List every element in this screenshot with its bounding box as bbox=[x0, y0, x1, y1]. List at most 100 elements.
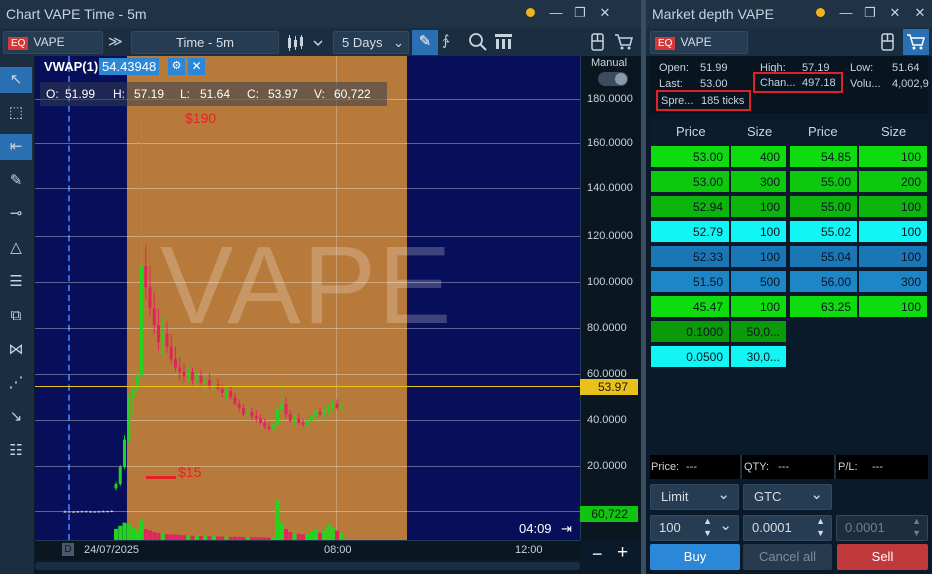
candle-body[interactable] bbox=[152, 308, 156, 326]
candle-body[interactable] bbox=[76, 511, 80, 513]
bid-price-cell[interactable]: 52.94 bbox=[650, 195, 730, 218]
bid-price-cell[interactable]: 52.79 bbox=[650, 220, 730, 243]
candle-body[interactable] bbox=[101, 511, 105, 513]
bid-price-cell[interactable]: 45.47 bbox=[650, 295, 730, 318]
minimize-icon[interactable]: — bbox=[549, 5, 563, 20]
candle-body[interactable] bbox=[305, 420, 309, 425]
select-area-tool-icon[interactable]: ⬚ bbox=[8, 104, 24, 121]
candle-body[interactable] bbox=[293, 418, 296, 421]
ask-size-cell[interactable]: 100 bbox=[858, 295, 928, 318]
candle-body[interactable] bbox=[322, 409, 326, 415]
ask-size-cell[interactable]: 100 bbox=[858, 220, 928, 243]
candle-body[interactable] bbox=[318, 412, 322, 415]
candle-body[interactable] bbox=[242, 407, 245, 415]
close-icon[interactable]: ✕ bbox=[599, 5, 611, 20]
indicator-settings-icon[interactable]: ⚙ bbox=[168, 58, 185, 75]
order-type-select[interactable]: Limit ⌄ bbox=[650, 484, 739, 510]
candle-body[interactable] bbox=[114, 484, 118, 489]
candle-body[interactable] bbox=[263, 422, 267, 427]
bid-price-cell[interactable]: 53.00 bbox=[650, 170, 730, 193]
close-icon[interactable]: ✕ bbox=[889, 5, 901, 20]
layout-icon[interactable] bbox=[493, 31, 515, 53]
candle-body[interactable] bbox=[123, 439, 126, 468]
ask-price-cell[interactable]: 63.25 bbox=[789, 295, 858, 318]
quantity-stepper[interactable]: 100 ▲ ▼ ⌄ bbox=[650, 515, 739, 541]
stepper-arrows-icon[interactable]: ▲ ▼ bbox=[703, 516, 712, 538]
restore-icon[interactable]: ❐ bbox=[574, 5, 586, 20]
candle-body[interactable] bbox=[131, 388, 135, 398]
pencil-lock-tool-icon[interactable]: ✎ bbox=[9, 172, 23, 189]
candle-body[interactable] bbox=[148, 287, 152, 309]
candle-body[interactable] bbox=[246, 412, 250, 415]
bid-size-cell[interactable]: 100 bbox=[730, 295, 787, 318]
chart-scrollbar[interactable] bbox=[35, 562, 580, 570]
candle-body[interactable] bbox=[339, 405, 343, 408]
candle-body[interactable] bbox=[229, 390, 233, 398]
ask-price-cell[interactable]: 55.00 bbox=[789, 195, 858, 218]
draw-pencil-icon[interactable]: ✎ bbox=[412, 30, 438, 55]
ask-price-cell[interactable]: 54.85 bbox=[789, 145, 858, 168]
candle-body[interactable] bbox=[161, 333, 165, 343]
ask-price-cell[interactable]: 55.00 bbox=[789, 170, 858, 193]
candle-body[interactable] bbox=[118, 467, 122, 485]
bid-size-cell[interactable]: 50,0... bbox=[730, 320, 787, 343]
zoom-in-button[interactable]: + bbox=[617, 542, 629, 563]
cursor-tool-icon[interactable]: ↖ bbox=[0, 67, 32, 93]
stepper-arrows-icon[interactable]: ▲ ▼ bbox=[816, 516, 825, 538]
bid-size-cell[interactable]: 100 bbox=[730, 245, 787, 268]
ask-price-cell[interactable]: 55.04 bbox=[789, 245, 858, 268]
candle-body[interactable] bbox=[331, 403, 335, 408]
minimize-icon[interactable]: — bbox=[839, 5, 853, 20]
fibonacci-tool-icon[interactable]: ☰ bbox=[9, 273, 23, 290]
pattern-tool-icon[interactable]: ⋰ bbox=[8, 374, 24, 391]
triangle-tool-icon[interactable]: △ bbox=[10, 239, 22, 256]
bid-price-cell[interactable]: 0.1000 bbox=[650, 320, 730, 343]
chevron-down-icon[interactable]: ⌄ bbox=[719, 517, 732, 534]
bid-size-cell[interactable]: 100 bbox=[730, 220, 787, 243]
candle-body[interactable] bbox=[72, 511, 75, 513]
measure-tool-icon[interactable]: ⇤ bbox=[0, 134, 32, 160]
arrow-tool-icon[interactable]: ↘ bbox=[9, 408, 23, 425]
candle-body[interactable] bbox=[174, 359, 177, 368]
ask-size-cell[interactable]: 300 bbox=[858, 270, 928, 293]
buy-button[interactable]: Buy bbox=[650, 544, 740, 570]
bid-price-cell[interactable]: 53.00 bbox=[650, 145, 730, 168]
candle-body[interactable] bbox=[280, 403, 284, 410]
butterfly-tool-icon[interactable]: ⋈ bbox=[8, 341, 24, 358]
candle-body[interactable] bbox=[212, 384, 216, 387]
order-ticket-icon[interactable] bbox=[589, 31, 607, 53]
candle-body[interactable] bbox=[259, 418, 262, 423]
bid-size-cell[interactable]: 30,0... bbox=[730, 345, 787, 368]
candle-body[interactable] bbox=[63, 511, 67, 513]
bid-size-cell[interactable]: 500 bbox=[730, 270, 787, 293]
price-axis[interactable] bbox=[580, 56, 641, 540]
limit-price-stepper[interactable]: 0.0001 ▲ ▼ bbox=[743, 515, 832, 541]
close-icon[interactable]: ✕ bbox=[914, 5, 926, 20]
candle-body[interactable] bbox=[165, 333, 169, 347]
cart-icon[interactable] bbox=[613, 31, 635, 53]
order-ticket-icon[interactable] bbox=[879, 31, 897, 53]
horizontal-line-tool-icon[interactable]: ⊸ bbox=[9, 205, 23, 222]
candle-body[interactable] bbox=[250, 412, 254, 417]
candle-body[interactable] bbox=[135, 376, 139, 389]
ask-price-cell[interactable]: 56.00 bbox=[789, 270, 858, 293]
interval-selector[interactable]: Time - 5m bbox=[131, 31, 279, 54]
tif-select[interactable]: GTC ⌄ bbox=[743, 484, 832, 510]
search-icon[interactable] bbox=[467, 31, 489, 53]
candle-body[interactable] bbox=[199, 376, 203, 383]
list-tool-icon[interactable]: ☷ bbox=[9, 442, 23, 459]
candle-body[interactable] bbox=[233, 397, 237, 404]
candle-body[interactable] bbox=[335, 403, 339, 408]
bid-size-cell[interactable]: 300 bbox=[730, 170, 787, 193]
candle-body[interactable] bbox=[182, 371, 186, 377]
candle-body[interactable] bbox=[157, 325, 160, 343]
candle-body[interactable] bbox=[314, 412, 318, 417]
candle-body[interactable] bbox=[267, 426, 271, 430]
candle-body[interactable] bbox=[310, 416, 313, 421]
cart-icon[interactable] bbox=[903, 29, 929, 55]
range-selector[interactable]: 5 Days ⌄ bbox=[333, 31, 409, 54]
candle-body[interactable] bbox=[195, 376, 199, 381]
candle-body[interactable] bbox=[203, 380, 207, 383]
candle-body[interactable] bbox=[288, 414, 292, 421]
cancel-all-button[interactable]: Cancel all bbox=[743, 544, 832, 570]
